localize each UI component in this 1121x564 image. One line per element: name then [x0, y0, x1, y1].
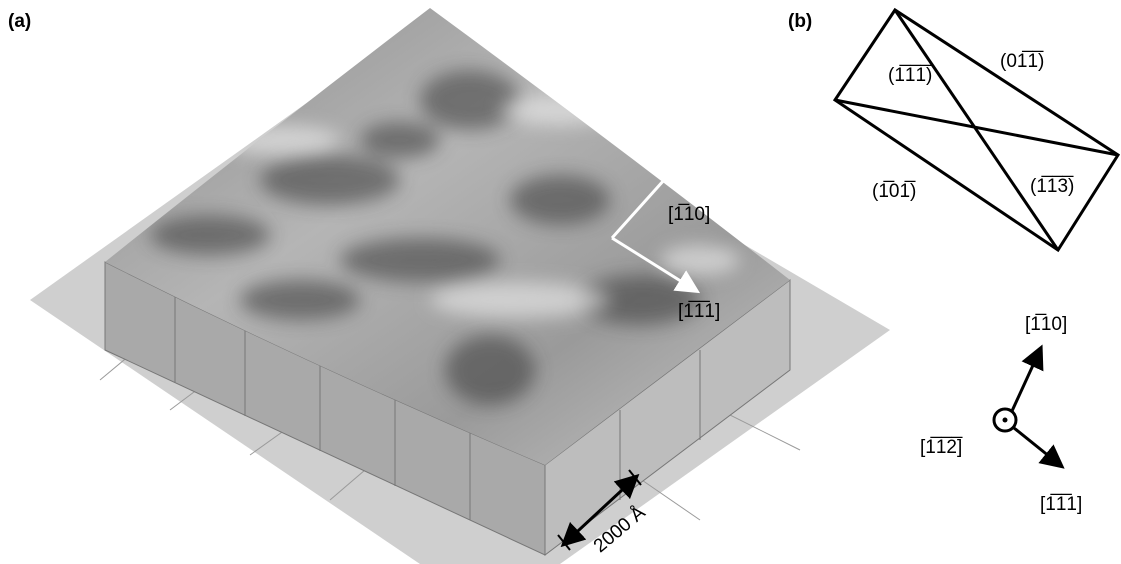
crystal-shape	[835, 10, 1118, 250]
facet-label: (01̅1̅)	[1000, 51, 1044, 72]
panel-b: (b) (1̅1̅1̅) (01̅1̅) (1̅01̅) (1̅1̅3̅) [1…	[788, 10, 1118, 515]
direction-label: [1̅1̅1]	[1040, 494, 1082, 515]
axis-dot	[1003, 418, 1008, 423]
facet-label: (1̅01̅)	[872, 181, 916, 202]
direction-label: [1̅10]	[1025, 314, 1067, 335]
panel-label: (a)	[8, 11, 31, 32]
direction-label: [1̅1̅1]	[678, 301, 720, 322]
facet-label: (1̅1̅1̅)	[888, 65, 932, 86]
panel-label: (b)	[788, 11, 812, 32]
figure: [1̅10] [1̅1̅1] 2000 Å (a) (b) (1̅1̅1̅) (…	[0, 0, 1121, 564]
direction-label: [1̅10]	[668, 204, 710, 225]
panel-a: [1̅10] [1̅1̅1] 2000 Å (a)	[8, 0, 890, 564]
direction-arrow	[1012, 350, 1040, 411]
direction-arrow	[1014, 428, 1060, 465]
facet-label: (1̅1̅3̅)	[1030, 176, 1074, 197]
direction-label: [1̅1̅2̅]	[920, 437, 963, 458]
